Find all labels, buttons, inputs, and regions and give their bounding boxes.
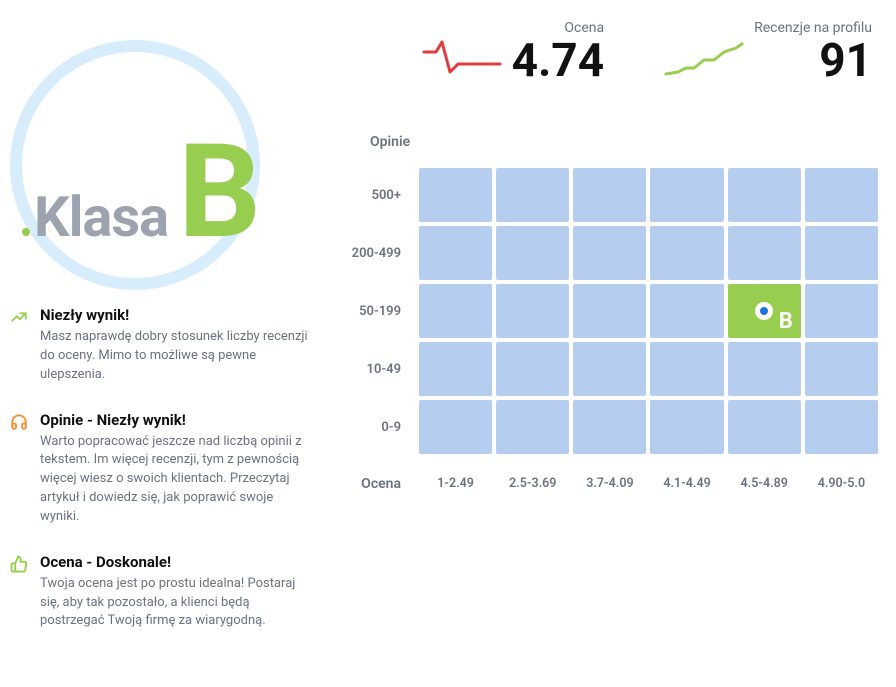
heatmap-cell-letter: B (779, 309, 793, 334)
heatmap-cell (573, 284, 646, 338)
badge-letter: B (178, 140, 261, 244)
heatmap-cell (573, 226, 646, 280)
feedback-item: Opinie - Niezły wynik! Warto popracować … (10, 411, 330, 527)
heatmap-cell (419, 168, 492, 222)
trend-up-icon (10, 308, 28, 385)
feedback-item: Niezły wynik! Masz naprawdę dobry stosun… (10, 306, 330, 385)
heatmap-col-label: 4.1-4.49 (650, 476, 723, 492)
heatmap-cell (573, 168, 646, 222)
heatmap-row-label: 500+ (330, 188, 415, 203)
feedback-title: Niezły wynik! (40, 306, 310, 324)
feedback-desc: Twoja ocena jest po prostu idealna! Post… (40, 575, 310, 632)
badge-prefix: Klasa (34, 184, 168, 250)
heatmap-cell (573, 400, 646, 454)
heatmap-cell (496, 226, 569, 280)
heatmap-col-label: 4.5-4.89 (728, 476, 801, 492)
stat-rating: Ocena 4.74 (422, 20, 605, 84)
heatmap-col-label: 2.5-3.69 (496, 476, 569, 492)
heatmap-cell (496, 284, 569, 338)
heatmap-cell (496, 342, 569, 396)
feedback-item: Ocena - Doskonale! Twoja ocena jest po p… (10, 553, 330, 632)
heatmap-cell (496, 168, 569, 222)
heatmap-cell (573, 342, 646, 396)
stats-row: Ocena 4.74 Recenzje na profilu 91 (330, 20, 878, 84)
feedback-title: Opinie - Niezły wynik! (40, 411, 310, 429)
heatmap-cell (805, 284, 878, 338)
heatmap-cell (650, 226, 723, 280)
heatmap-cell (805, 226, 878, 280)
feedback-list: Niezły wynik! Masz naprawdę dobry stosun… (10, 306, 330, 631)
sparkline-up-icon (664, 34, 744, 84)
heatmap-cell (805, 400, 878, 454)
heatmap-cell (728, 226, 801, 280)
headphones-icon (10, 413, 28, 527)
heatmap-row-label: 200-499 (330, 246, 415, 261)
heatmap-col-label: 1-2.49 (419, 476, 492, 492)
heatmap-col-label: 4.90-5.0 (805, 476, 878, 492)
heatmap-row-label: 0-9 (330, 420, 415, 435)
heatmap-cell (419, 400, 492, 454)
heatmap-col-label: 3.7-4.09 (573, 476, 646, 492)
stat-reviews: Recenzje na profilu 91 (664, 20, 872, 84)
feedback-desc: Warto popracować jeszcze nad liczbą opin… (40, 433, 310, 527)
heatmap-cell (805, 342, 878, 396)
feedback-title: Ocena - Doskonale! (40, 553, 310, 571)
heatmap-cell (805, 168, 878, 222)
heatmap-cell (419, 226, 492, 280)
heatmap-cell (650, 284, 723, 338)
heatmap-cell (650, 400, 723, 454)
heatmap-cell: B (728, 284, 801, 338)
heatmap-cell (728, 400, 801, 454)
heatmap-cell (496, 400, 569, 454)
heatmap-cell (419, 284, 492, 338)
badge-dot (22, 228, 30, 236)
grade-badge: Klasa B (10, 20, 290, 270)
heatmap-cell (728, 168, 801, 222)
heatmap-cell (419, 342, 492, 396)
feedback-desc: Masz naprawdę dobry stosunek liczby rece… (40, 328, 310, 385)
heatmap-cell (650, 168, 723, 222)
thumb-up-icon (10, 555, 28, 632)
heatmap-cell (728, 342, 801, 396)
heatmap: Opinie 500+ 200-499 50-199 B 10-49 0-9 Ocena1… (330, 134, 878, 492)
heatmap-row-label: 50-199 (330, 304, 415, 319)
stat-value: 91 (819, 38, 872, 84)
heatmap-x-title: Ocena (330, 476, 415, 492)
heatmap-cell (650, 342, 723, 396)
heatmap-marker (755, 302, 773, 320)
heatmap-row-label: 10-49 (330, 362, 415, 377)
sparkline-down-icon (422, 34, 502, 84)
heatmap-y-title: Opinie (370, 134, 878, 150)
stat-value: 4.74 (512, 38, 605, 84)
